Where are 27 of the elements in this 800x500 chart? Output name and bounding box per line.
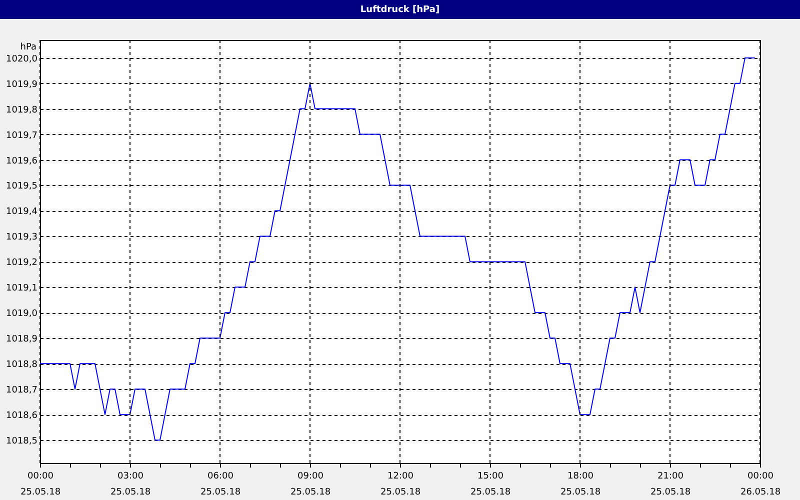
x-tick-label: 00:00 25.05.18 (20, 472, 61, 498)
y-tick-label: 1018,9 (6, 334, 38, 345)
y-tick-label: 1019,3 (6, 232, 38, 243)
y-tick-label: 1019,5 (6, 182, 38, 192)
y-tick-label: 1018,7 (6, 386, 38, 396)
x-tick-label: 18:00 25.05.18 (560, 472, 601, 498)
x-tick-label: 12:00 25.05.18 (380, 472, 421, 498)
y-axis-title: hPa (20, 42, 36, 52)
x-tick-label: 03:00 25.05.18 (110, 472, 151, 498)
chart-title: Luftdruck [hPa] (360, 5, 440, 15)
x-tick-label: 15:00 25.05.18 (470, 472, 511, 498)
y-tick-label: 1019,4 (6, 207, 38, 218)
y-tick-label: 1019,9 (6, 80, 38, 90)
y-tick-label: 1019,1 (6, 284, 38, 294)
y-tick-label: 1019,2 (6, 258, 38, 268)
x-tick-label: 21:00 25.05.18 (650, 472, 691, 498)
y-tick-label: 1019,7 (6, 130, 38, 141)
y-tick-label: 1019,6 (6, 156, 38, 166)
x-tick-label: 09:00 25.05.18 (290, 472, 331, 498)
y-tick-label: 1020,0 (6, 54, 38, 64)
x-tick-label: 06:00 25.05.18 (200, 472, 241, 498)
y-tick-label: 1018,6 (6, 411, 38, 422)
y-tick-label: 1018,5 (6, 436, 38, 447)
y-tick-label: 1019,0 (6, 309, 38, 320)
x-tick-label: 00:00 26.05.18 (740, 472, 781, 498)
y-tick-label: 1019,8 (6, 105, 38, 116)
y-tick-label: 1018,8 (6, 360, 38, 370)
